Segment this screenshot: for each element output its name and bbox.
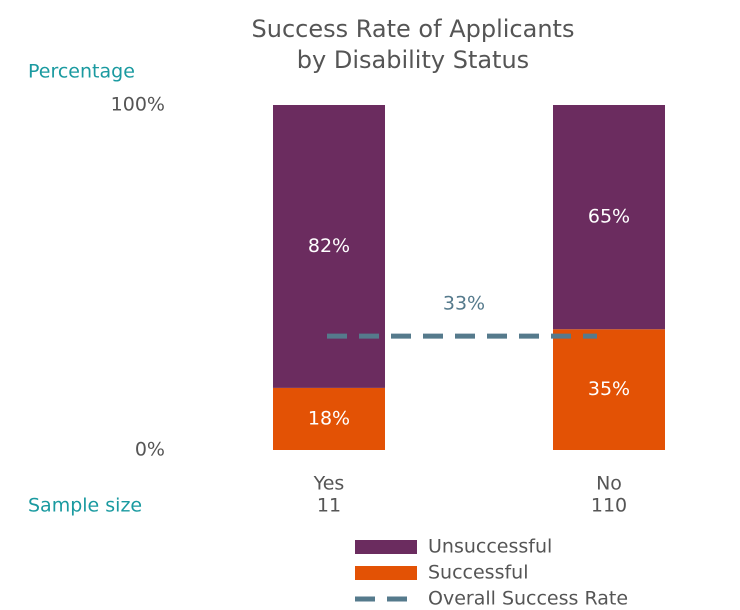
data-label: 65% bbox=[588, 206, 630, 228]
data-label: 82% bbox=[308, 235, 350, 257]
x-tick-label: Yes bbox=[313, 473, 345, 495]
legend-swatch bbox=[355, 566, 417, 580]
bar-segment bbox=[553, 329, 665, 450]
data-label: 18% bbox=[308, 407, 350, 429]
bar-segment bbox=[273, 387, 385, 450]
legend-swatch bbox=[355, 540, 417, 554]
y-axis-label: Percentage bbox=[28, 61, 135, 83]
chart-title: Success Rate of Applicants by Disability… bbox=[251, 15, 575, 74]
y-tick-label: 100% bbox=[111, 94, 165, 116]
legend-label: Successful bbox=[428, 562, 529, 584]
sample-size: 110 bbox=[591, 495, 627, 517]
legend-label: Overall Success Rate bbox=[428, 588, 628, 610]
bar-segment bbox=[553, 105, 665, 330]
reference-label: 33% bbox=[443, 293, 485, 315]
data-label: 35% bbox=[588, 378, 630, 400]
sample-size-label: Sample size bbox=[28, 495, 142, 517]
bar-segment bbox=[273, 105, 385, 388]
legend-label: Unsuccessful bbox=[428, 536, 552, 558]
y-tick-label: 0% bbox=[135, 439, 165, 461]
x-tick-label: No bbox=[596, 473, 622, 495]
sample-size: 11 bbox=[317, 495, 341, 517]
